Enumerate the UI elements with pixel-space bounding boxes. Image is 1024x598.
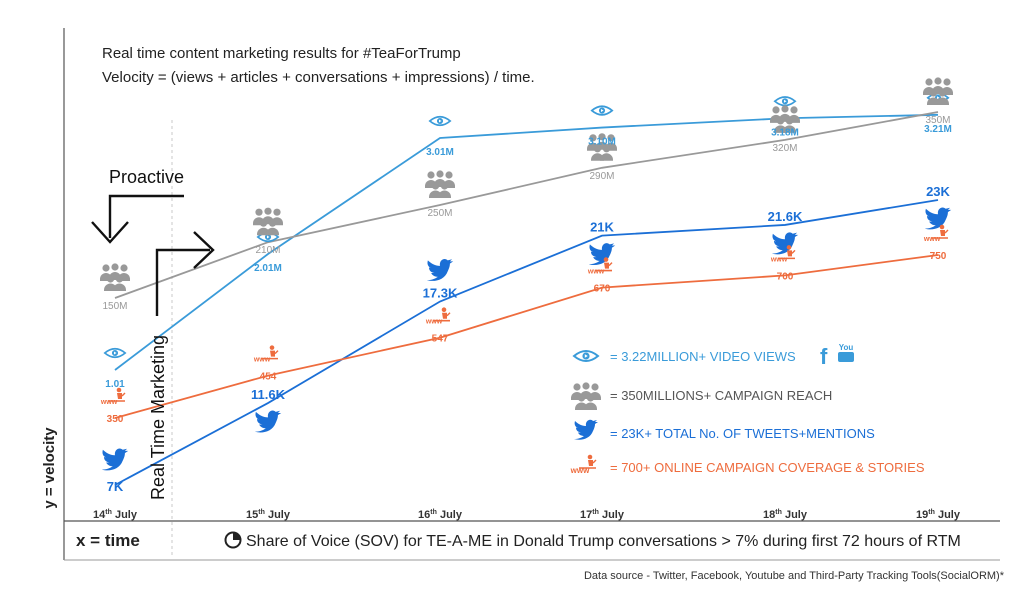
tweets-data-label-3: 21K xyxy=(590,220,614,235)
www-text-4: www xyxy=(770,256,788,263)
reach-data-label-3: 290M xyxy=(589,171,614,182)
legend-twitter-bird-icon xyxy=(574,419,598,440)
youtube-icon-tube xyxy=(838,352,854,362)
www-text-5: www xyxy=(923,236,941,243)
series-line-views xyxy=(114,113,939,371)
sov-pie-slice xyxy=(233,532,241,540)
legend-text-1: = 350MILLIONS+ CAMPAIGN REACH xyxy=(610,388,832,403)
facebook-icon: f xyxy=(820,344,828,369)
tweets-marker-5 xyxy=(924,207,952,230)
y-axis-title: y = velocity xyxy=(41,427,58,509)
tweets-data-label-1: 11.6K xyxy=(251,387,286,402)
series-line-reach xyxy=(114,111,939,299)
rtm-annotation: Real Time Marketing xyxy=(148,335,168,500)
stories-data-label-1: 454 xyxy=(260,372,277,383)
stories-data-label-4: 700 xyxy=(777,271,794,282)
tweets-data-label-4: 21.6K xyxy=(768,209,803,224)
views-data-label-5: 3.21M xyxy=(924,124,952,135)
views-marker-3 xyxy=(590,105,614,116)
views-marker-4 xyxy=(773,96,797,107)
data-source-note: Data source - Twitter, Facebook, Youtube… xyxy=(584,570,1005,582)
sov-statement: Share of Voice (SOV) for TE-A-ME in Dona… xyxy=(246,533,961,550)
reach-data-label-4: 320M xyxy=(772,143,797,154)
x-tick-label-2: 16th July xyxy=(418,509,463,521)
proactive-arrow-line xyxy=(108,194,184,238)
tweets-marker-0 xyxy=(101,448,129,471)
chart-title: Real time content marketing results for … xyxy=(102,45,461,62)
reach-data-label-1: 210M xyxy=(255,245,280,256)
legend-text-0: = 3.22MILLION+ VIDEO VIEWS xyxy=(610,349,796,364)
legend-text-2: = 23K+ TOTAL No. OF TWEETS+MENTIONS xyxy=(610,426,875,441)
series-line-stories xyxy=(114,254,939,419)
tweets-marker-1 xyxy=(254,410,282,433)
views-data-label-1: 2.01M xyxy=(254,263,282,274)
www-text-3: www xyxy=(587,269,605,276)
x-tick-label-3: 17th July xyxy=(580,509,625,521)
reach-data-label-0: 150M xyxy=(102,301,127,312)
reach-marker-2 xyxy=(425,170,455,198)
tweets-data-label-2: 17.3K xyxy=(423,286,458,301)
x-tick-label-5: 19th July xyxy=(916,509,961,521)
views-data-label-0: 1.01 xyxy=(105,379,125,390)
tweets-data-label-0: 7K xyxy=(107,479,124,494)
tweets-data-label-5: 23K xyxy=(926,184,950,199)
legend-www-text: www xyxy=(570,466,590,475)
reach-marker-1 xyxy=(253,207,283,236)
x-axis-title: x = time xyxy=(76,531,140,550)
series-line-tweets xyxy=(114,199,939,486)
reach-data-label-5: 350M xyxy=(925,115,950,126)
tweets-marker-3 xyxy=(588,243,616,266)
www-text-0: www xyxy=(100,399,118,406)
x-tick-label-0: 14th July xyxy=(93,509,138,521)
youtube-icon: You xyxy=(839,343,854,352)
rtm-arrow-head xyxy=(193,231,215,269)
views-data-label-2: 3.01M xyxy=(426,147,454,158)
rtm-arrow-line xyxy=(155,248,210,316)
proactive-arrow-head xyxy=(91,221,129,244)
views-data-label-3: 3.10M xyxy=(588,137,616,148)
chart-subtitle: Velocity = (views + articles + conversat… xyxy=(102,69,535,86)
x-tick-label-4: 18th July xyxy=(763,509,808,521)
legend-text-3: = 700+ ONLINE CAMPAIGN COVERAGE & STORIE… xyxy=(610,460,925,475)
stories-data-label-0: 350 xyxy=(107,414,124,425)
reach-marker-0 xyxy=(100,263,130,291)
legend-eye-icon xyxy=(573,350,599,362)
tweets-marker-2 xyxy=(426,259,454,281)
views-marker-2 xyxy=(428,115,452,127)
reach-marker-5 xyxy=(923,77,953,105)
reach-data-label-2: 250M xyxy=(427,208,452,219)
www-text-1: www xyxy=(253,357,271,364)
www-text-2: www xyxy=(425,319,443,326)
proactive-annotation: Proactive xyxy=(109,167,184,187)
views-marker-0 xyxy=(103,347,127,359)
views-data-label-4: 3.18M xyxy=(771,127,799,138)
stories-data-label-2: 547 xyxy=(432,334,449,345)
x-tick-label-1: 15th July xyxy=(246,509,291,521)
stories-data-label-5: 750 xyxy=(930,251,947,262)
legend-people-icon xyxy=(571,382,601,410)
stories-data-label-3: 670 xyxy=(594,284,611,295)
